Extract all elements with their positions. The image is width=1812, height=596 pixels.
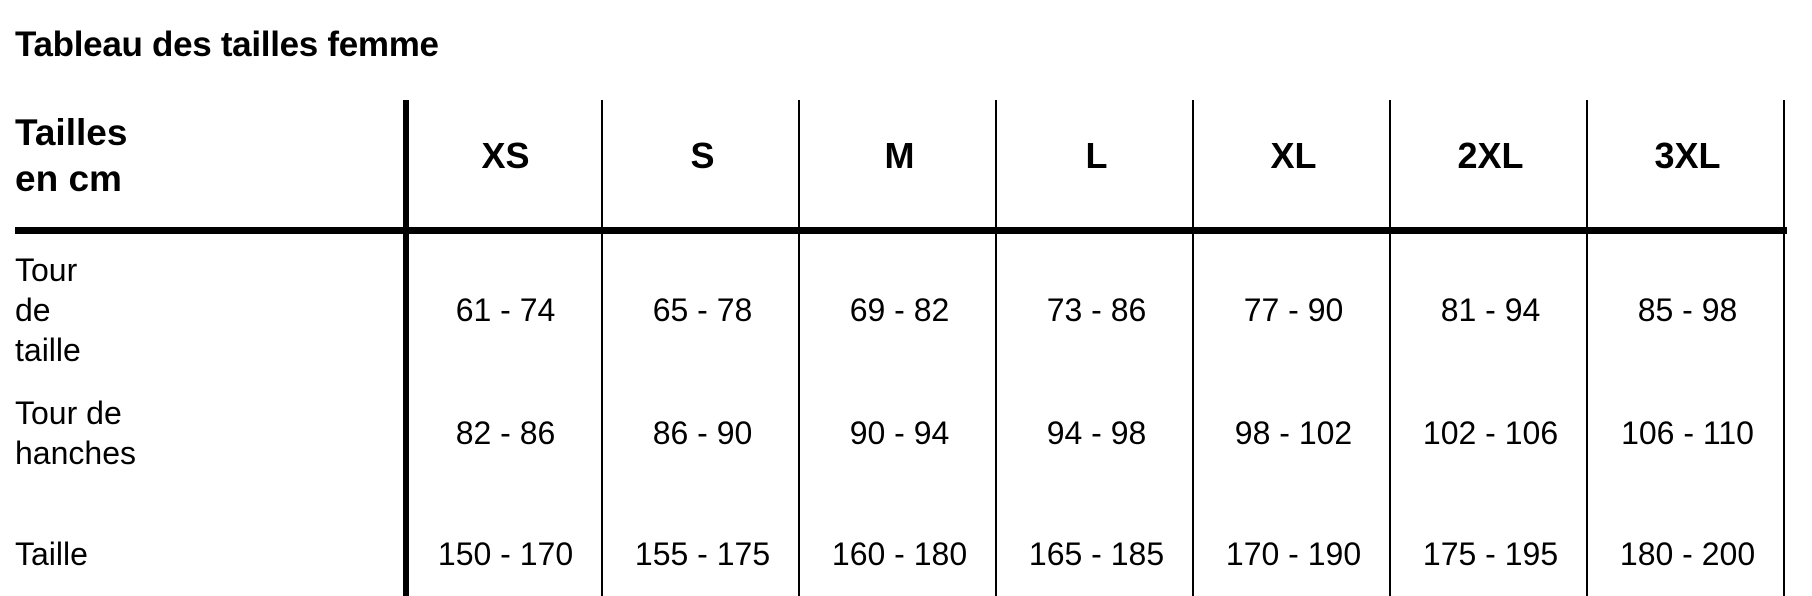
- row-label: Tour de taille: [15, 252, 81, 368]
- column-divider: [1783, 100, 1785, 596]
- table-cell: 150 - 170: [437, 536, 574, 572]
- table-cell: 102 - 106: [1422, 415, 1559, 451]
- corner-label: Tailles en cm: [15, 112, 128, 199]
- table-cell: 90 - 94: [849, 415, 950, 451]
- table-cell: 85 - 98: [1637, 292, 1738, 328]
- table-cell: 77 - 90: [1243, 292, 1344, 328]
- column-divider: [1192, 100, 1194, 596]
- table-cell: 98 - 102: [1234, 415, 1353, 451]
- column-divider: [601, 100, 603, 596]
- label-column-divider: [403, 100, 409, 596]
- table-cell: 106 - 110: [1621, 415, 1754, 451]
- table-cell: 160 - 180: [831, 536, 968, 572]
- table-cell: 165 - 185: [1028, 536, 1165, 572]
- table-cell: 81 - 94: [1440, 292, 1541, 328]
- table-cell: 65 - 78: [652, 292, 753, 328]
- table-cell: 86 - 90: [652, 415, 753, 451]
- column-header: L: [1085, 135, 1108, 176]
- row-label: Tour de hanches: [15, 395, 136, 471]
- table-cell: 73 - 86: [1046, 292, 1147, 328]
- table-cell: 61 - 74: [455, 292, 556, 328]
- column-divider: [1389, 100, 1391, 596]
- column-divider: [798, 100, 800, 596]
- column-divider: [1586, 100, 1588, 596]
- column-header: 2XL: [1457, 135, 1524, 176]
- table-cell: 94 - 98: [1046, 415, 1147, 451]
- header-divider: [15, 227, 1787, 234]
- column-header: M: [884, 135, 915, 176]
- table-cell: 170 - 190: [1225, 536, 1362, 572]
- row-label: Taille: [15, 536, 88, 572]
- column-header: S: [690, 135, 715, 176]
- table-cell: 175 - 195: [1422, 536, 1559, 572]
- column-header: XS: [481, 135, 530, 176]
- table-cell: 82 - 86: [455, 415, 556, 451]
- column-header: 3XL: [1654, 135, 1721, 176]
- table-cell: 180 - 200: [1619, 536, 1756, 572]
- column-header: XL: [1270, 135, 1317, 176]
- table-cell: 69 - 82: [849, 292, 950, 328]
- table-cell: 155 - 175: [634, 536, 771, 572]
- page-title: Tableau des tailles femme: [15, 25, 439, 64]
- column-divider: [995, 100, 997, 596]
